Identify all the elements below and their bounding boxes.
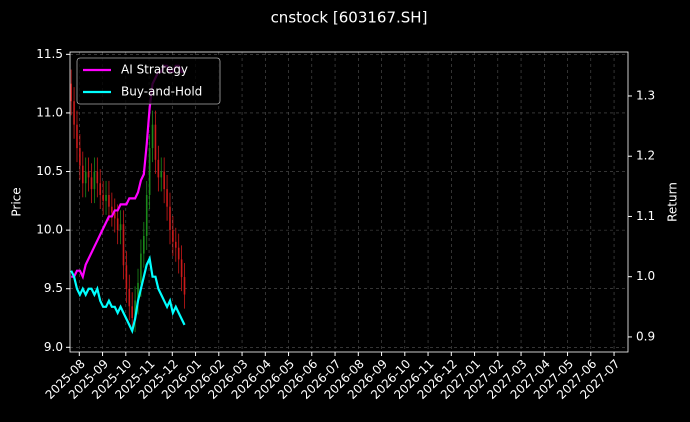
- candle-body: [151, 124, 154, 149]
- candle-body: [154, 124, 157, 160]
- candle-body: [90, 177, 93, 190]
- candle-body: [87, 171, 90, 178]
- candle-body: [183, 277, 186, 295]
- candle-body: [148, 148, 151, 195]
- candle-body: [137, 282, 139, 301]
- candle-body: [180, 259, 183, 277]
- candle-body: [73, 101, 75, 125]
- candle-body: [172, 230, 174, 242]
- candle-body: [177, 247, 180, 260]
- candle-body: [122, 224, 125, 266]
- candle-body: [140, 253, 142, 283]
- y2-axis-label: Return: [666, 182, 680, 222]
- candle-body: [157, 159, 160, 178]
- candle-body: [84, 171, 87, 184]
- candle-body: [169, 206, 171, 231]
- legend-label: Buy-and-Hold: [121, 85, 202, 99]
- chart-title: cnstock [603167.SH]: [271, 9, 428, 27]
- candle-body: [102, 194, 104, 201]
- y2-tick-label: 1.0: [636, 269, 655, 283]
- y-tick-label: 11.5: [36, 47, 63, 61]
- y2-tick-label: 1.2: [636, 149, 655, 163]
- candle-body: [70, 83, 72, 102]
- candle-body: [145, 194, 148, 236]
- candle-body: [160, 171, 163, 178]
- candle-body: [134, 300, 136, 319]
- candle-body: [79, 148, 81, 166]
- candle-body: [93, 171, 96, 190]
- candle-body: [174, 241, 177, 248]
- y-tick-label: 11.0: [36, 105, 63, 119]
- candle-body: [81, 165, 84, 184]
- candle-body: [108, 194, 110, 207]
- legend: AI Strategy Buy-and-Hold: [76, 57, 221, 105]
- y-tick-label: 10.0: [36, 223, 63, 237]
- candle-body: [143, 235, 145, 254]
- y2-tick-label: 1.1: [636, 209, 655, 223]
- y-tick-label: 9.5: [44, 281, 63, 295]
- candle-body: [125, 265, 128, 289]
- candle-body: [76, 124, 78, 149]
- y-tick-label: 10.5: [36, 164, 63, 178]
- candle-body: [116, 218, 119, 231]
- legend-box: [76, 57, 221, 105]
- candle-body: [111, 206, 113, 213]
- y-tick-label: 9.0: [44, 340, 63, 354]
- legend-label: AI Strategy: [121, 63, 188, 77]
- candle-body: [166, 189, 168, 207]
- y2-tick-label: 1.3: [636, 88, 655, 102]
- series-line: [70, 254, 186, 335]
- candle-body: [105, 194, 107, 201]
- candle-body: [96, 171, 99, 184]
- plot-frame: [69, 51, 629, 353]
- candle-body: [113, 212, 116, 219]
- candle-body: [99, 183, 102, 195]
- y2-tick-label: 0.9: [636, 329, 655, 343]
- y-axis-label: Price: [10, 187, 24, 216]
- candle-body: [119, 224, 122, 231]
- candle-body: [163, 171, 165, 190]
- candle-body: [128, 288, 131, 307]
- candle-body: [131, 306, 133, 319]
